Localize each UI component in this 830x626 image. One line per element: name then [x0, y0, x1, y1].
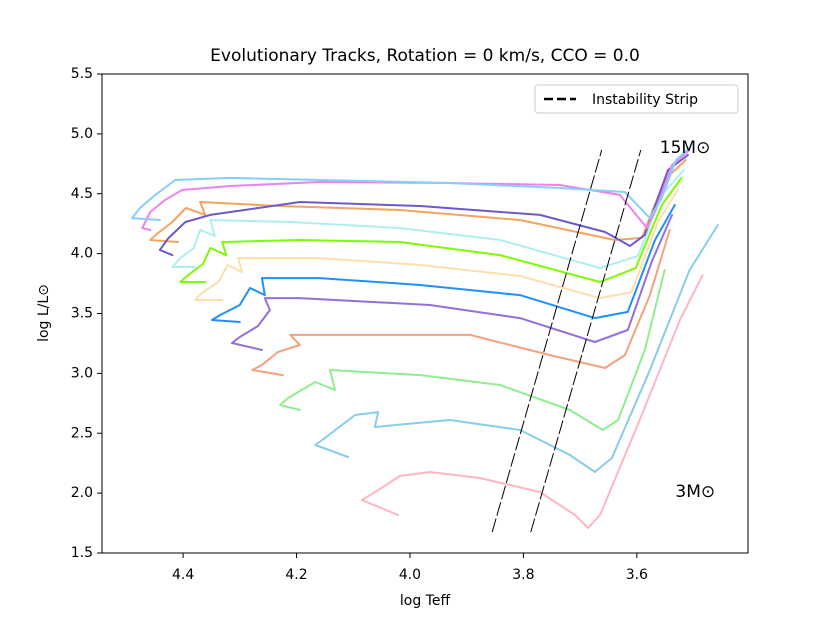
- track-line: [158, 154, 689, 257]
- y-tick-label: 4.0: [71, 246, 93, 262]
- track-line: [251, 229, 671, 377]
- y-axis-label: log L/L⊙: [36, 284, 52, 342]
- track-line: [194, 189, 679, 301]
- track-line: [279, 269, 666, 431]
- track-line: [211, 204, 676, 323]
- y-tick-label: 1.5: [71, 545, 93, 561]
- x-tick-label: 3.6: [626, 567, 648, 583]
- track-line: [314, 224, 719, 473]
- legend-box: [534, 84, 739, 114]
- x-tick-label: 4.4: [172, 567, 194, 583]
- instability-strip-line: [491, 149, 603, 533]
- y-tick-label: 3.5: [71, 306, 93, 322]
- y-tick-label: 5.0: [71, 126, 93, 142]
- instability-strip-line: [530, 149, 642, 533]
- y-tick-label: 3.0: [71, 365, 93, 381]
- y-tick-label: 2.5: [71, 425, 93, 441]
- track-line: [179, 176, 683, 283]
- chart-title: Evolutionary Tracks, Rotation = 0 km/s, …: [210, 46, 640, 66]
- legend-label: Instability Strip: [592, 92, 698, 108]
- plot-area: [131, 147, 719, 533]
- x-tick-label: 4.2: [285, 567, 307, 583]
- track-line: [360, 274, 704, 529]
- track-line: [230, 213, 673, 351]
- x-tick-label: 4.0: [399, 567, 421, 583]
- tracks: [131, 147, 719, 533]
- track-line: [171, 169, 685, 269]
- x-axis-label: log Teff: [400, 593, 451, 609]
- y-tick-label: 4.5: [71, 186, 93, 202]
- y-tick-label: 5.5: [71, 66, 93, 82]
- track-line: [131, 147, 691, 221]
- y-tick-label: 2.0: [71, 485, 93, 501]
- annotation: 3M⊙: [675, 482, 715, 502]
- x-tick-label: 3.8: [512, 567, 534, 583]
- track-line: [149, 159, 687, 243]
- annotation: 15M⊙: [660, 138, 711, 158]
